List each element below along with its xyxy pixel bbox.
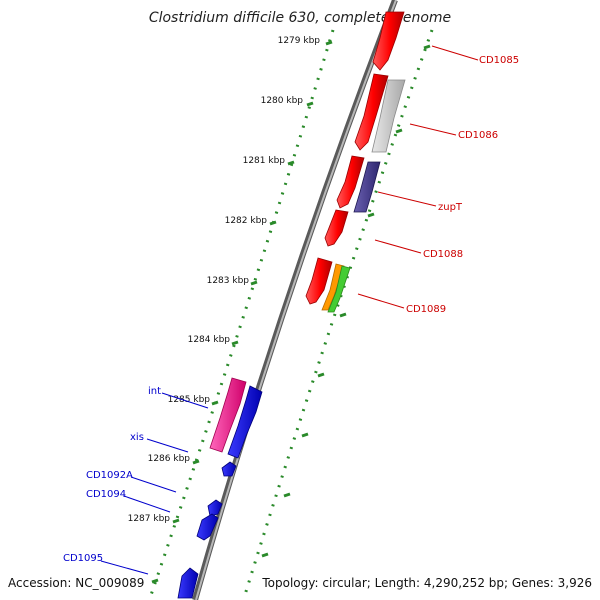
footer-summary: Topology: circular; Length: 4,290,252 bp… <box>261 576 592 590</box>
gene-xis[interactable] <box>227 385 263 459</box>
gene-label-zupt[interactable]: zupT <box>438 202 463 213</box>
gene-zupt[interactable] <box>353 161 381 213</box>
tick-label: 1284 kbp <box>188 335 231 345</box>
gene-cd1089[interactable] <box>305 257 333 305</box>
tick-marks <box>151 40 333 584</box>
gene-green[interactable] <box>327 265 351 313</box>
outer-tick-marks <box>261 44 431 558</box>
gene-int[interactable] <box>209 377 247 453</box>
forward-gene-labels: CD1085 CD1086 zupT CD1088 CD1089 <box>357 45 519 315</box>
gene-label-xis[interactable]: xis <box>130 432 144 443</box>
gene-label-int[interactable]: int <box>148 386 161 397</box>
gene-label-cd1095[interactable]: CD1095 <box>63 553 103 564</box>
tick-label: 1280 kbp <box>261 96 304 106</box>
tick-label: 1285 kbp <box>168 395 211 405</box>
gene-label-cd1086[interactable]: CD1086 <box>458 130 498 141</box>
tick-label: 1286 kbp <box>148 454 191 464</box>
map-title: Clostridium difficile 630, complete geno… <box>149 10 451 26</box>
gene-cd1086[interactable] <box>354 73 389 151</box>
tick-label: 1281 kbp <box>243 156 286 166</box>
gene-label-cd1085[interactable]: CD1085 <box>479 55 519 66</box>
footer-accession: Accession: NC_009089 <box>8 576 144 590</box>
forward-genes <box>305 11 406 313</box>
scale-track-inner <box>148 29 335 599</box>
gene-gray[interactable] <box>371 79 406 153</box>
tick-label: 1283 kbp <box>207 276 250 286</box>
gene-label-cd1088[interactable]: CD1088 <box>423 249 463 260</box>
gene-label-cd1089[interactable]: CD1089 <box>406 304 446 315</box>
gene-red-3[interactable] <box>336 155 365 209</box>
reverse-gene-labels: int xis CD1092A CD1094 CD1095 <box>63 386 209 575</box>
gene-cd1095[interactable] <box>177 567 199 599</box>
scale-track-outer <box>242 29 434 599</box>
genome-backbone <box>192 0 398 600</box>
gene-orange[interactable] <box>321 263 345 311</box>
gene-label-cd1094[interactable]: CD1094 <box>86 489 126 500</box>
gene-cd1094-a[interactable] <box>207 499 223 517</box>
gene-cd1092a[interactable] <box>221 461 237 477</box>
tick-labels: 1279 kbp 1280 kbp 1281 kbp 1282 kbp 1283… <box>128 36 321 524</box>
gene-cd1088[interactable] <box>324 209 349 247</box>
gene-cd1085[interactable] <box>372 11 405 71</box>
tick-label: 1279 kbp <box>278 36 321 46</box>
reverse-genes <box>177 377 263 599</box>
tick-label: 1287 kbp <box>128 514 171 524</box>
gene-label-cd1092a[interactable]: CD1092A <box>86 470 133 481</box>
gene-cd1094-b[interactable] <box>196 513 219 541</box>
tick-label: 1282 kbp <box>225 216 268 226</box>
